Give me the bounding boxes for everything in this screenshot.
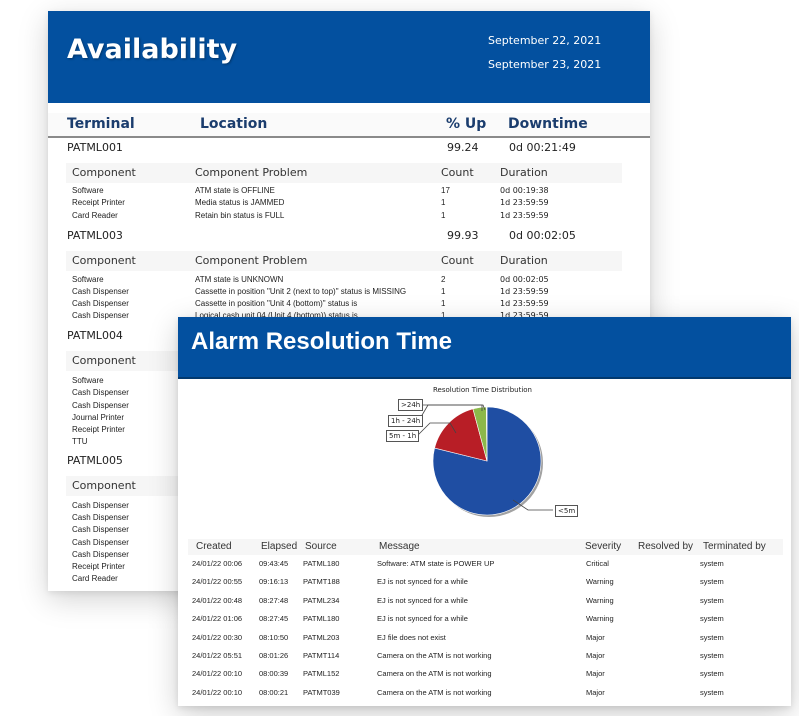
cell-terminated-by: system [700, 559, 724, 568]
terminal-id: PATML005 [67, 454, 123, 467]
cell-message: EJ file does not exist [377, 632, 446, 642]
col-severity: Severity [585, 541, 622, 552]
terminal-id: PATML003 [67, 229, 123, 242]
cell-terminated-by: system [700, 577, 724, 587]
cell-source: PATMT039 [303, 687, 340, 697]
cell-message: EJ is not synced for a while [377, 595, 468, 605]
cell-terminated-by: system [700, 595, 724, 605]
alarm-table-row[interactable]: 24/01/22 00:30 08:10:50 PATML203 EJ file do… [188, 631, 783, 649]
col-location: Location [200, 116, 268, 132]
alarm-resolution-report: Alarm Resolution Time Resolution Time Di… [178, 317, 791, 706]
cell-severity: Major [586, 632, 605, 642]
cell-created: 24/01/22 00:06 [192, 559, 243, 568]
alarm-table-row[interactable]: 24/01/22 01:06 08:27:45 PATML180 EJ is not … [188, 612, 783, 630]
cell-source: PATML180 [303, 559, 340, 568]
cell-message: Camera on the ATM is not working [377, 651, 492, 660]
alarm-table-header: Created Elapsed Source Message Severity … [188, 539, 783, 555]
cell-source: PATML234 [303, 595, 340, 605]
pie-label-under-5m: <5m [555, 505, 579, 517]
cell-message: EJ is not synced for a while [377, 577, 468, 587]
alarm-table-row[interactable]: 24/01/22 05:51 08:01:26 PATMT114 Camera on … [188, 649, 783, 667]
pie-label-over-24h: >24h [398, 399, 424, 411]
cell-elapsed: 08:10:50 [259, 632, 289, 642]
cell-created: 24/01/22 00:55 [192, 577, 243, 587]
cell-elapsed: 08:00:39 [259, 669, 289, 679]
col-terminal: Terminal [67, 116, 135, 132]
col-resolved-by: Resolved by [638, 541, 694, 552]
cell-source: PATMT114 [303, 651, 340, 660]
end-date: September 23, 2021 [488, 58, 602, 71]
cell-severity: Major [586, 687, 605, 697]
terminal-id: PATML004 [67, 329, 123, 342]
cell-elapsed: 09:43:45 [259, 559, 289, 568]
cell-terminated-by: system [700, 669, 724, 679]
alarm-title: Alarm Resolution Time [191, 328, 452, 355]
alarm-table-row[interactable]: 24/01/22 00:10 08:00:39 PATML152 Camera on … [188, 667, 783, 685]
cell-terminated-by: system [700, 651, 724, 660]
cell-message: Software: ATM state is POWER UP [377, 559, 495, 568]
pie-label-1h-24h: 1h - 24h [388, 415, 424, 427]
availability-title: Availability [67, 34, 238, 65]
resolution-pie-chart: >24h 1h - 24h 5m - 1h <5m [378, 395, 598, 525]
cell-created: 24/01/22 05:51 [192, 651, 243, 660]
alarm-header: Alarm Resolution Time [178, 317, 791, 379]
availability-column-header: Terminal Location % Up Downtime [48, 113, 650, 138]
terminal-downtime: 0d 00:02:05 [509, 229, 576, 242]
cell-created: 24/01/22 01:06 [192, 614, 243, 624]
cell-created: 24/01/22 00:10 [192, 687, 243, 697]
cell-source: PATMT188 [303, 577, 340, 587]
terminal-pct-up: 99.24 [447, 141, 479, 154]
cell-message: Camera on the ATM is not working [377, 687, 492, 697]
cell-source: PATML152 [303, 669, 340, 679]
cell-source: PATML203 [303, 632, 340, 642]
pie-svg [408, 404, 553, 517]
cell-severity: Warning [586, 577, 614, 587]
col-created: Created [196, 541, 232, 552]
terminal-id: PATML001 [67, 141, 123, 154]
col-downtime: Downtime [508, 116, 588, 132]
cell-message: Camera on the ATM is not working [377, 669, 492, 679]
col-pct-up: % Up [446, 116, 487, 132]
date-range: September 22, 2021 September 23, 2021 [488, 34, 601, 82]
cell-elapsed: 08:27:45 [259, 614, 289, 624]
cell-elapsed: 08:27:48 [259, 595, 289, 605]
pie-slice-over-24h [486, 406, 488, 462]
chart-title: Resolution Time Distribution [433, 386, 532, 394]
col-source: Source [305, 541, 337, 552]
cell-created: 24/01/22 00:30 [192, 632, 243, 642]
terminal-pct-up: 99.93 [447, 229, 479, 242]
cell-elapsed: 09:16:13 [259, 577, 289, 587]
cell-terminated-by: system [700, 614, 724, 624]
start-date: September 22, 2021 [488, 34, 602, 47]
cell-source: PATML180 [303, 614, 340, 624]
cell-terminated-by: system [700, 687, 724, 697]
cell-created: 24/01/22 00:10 [192, 669, 243, 679]
pie-label-5m-1h: 5m - 1h [386, 430, 420, 442]
col-elapsed: Elapsed [261, 541, 298, 552]
availability-header: Availability September 22, 2021 Septembe… [48, 11, 650, 103]
cell-severity: Major [586, 651, 605, 660]
terminal-downtime: 0d 00:21:49 [509, 141, 576, 154]
cell-severity: Major [586, 669, 605, 679]
alarm-table-row[interactable]: 24/01/22 00:06 09:43:45 PATML180 Software: … [188, 557, 783, 575]
component-header: Component Component Problem Count Durati… [66, 163, 622, 183]
col-message: Message [379, 541, 420, 552]
cell-elapsed: 08:00:21 [259, 687, 289, 697]
cell-severity: Critical [586, 559, 609, 568]
col-terminated-by: Terminated by [703, 541, 766, 552]
alarm-table-row[interactable]: 24/01/22 00:48 08:27:48 PATML234 EJ is not … [188, 594, 783, 612]
cell-severity: Warning [586, 614, 614, 624]
cell-severity: Warning [586, 595, 614, 605]
cell-elapsed: 08:01:26 [259, 651, 289, 660]
cell-message: EJ is not synced for a while [377, 614, 468, 624]
cell-terminated-by: system [700, 632, 724, 642]
cell-created: 24/01/22 00:48 [192, 595, 243, 605]
alarm-table-row[interactable]: 24/01/22 00:10 08:00:21 PATMT039 Camera on … [188, 686, 783, 704]
component-header: Component Component Problem Count Durati… [66, 251, 622, 271]
alarm-table-row[interactable]: 24/01/22 00:55 09:16:13 PATMT188 EJ is not … [188, 575, 783, 593]
